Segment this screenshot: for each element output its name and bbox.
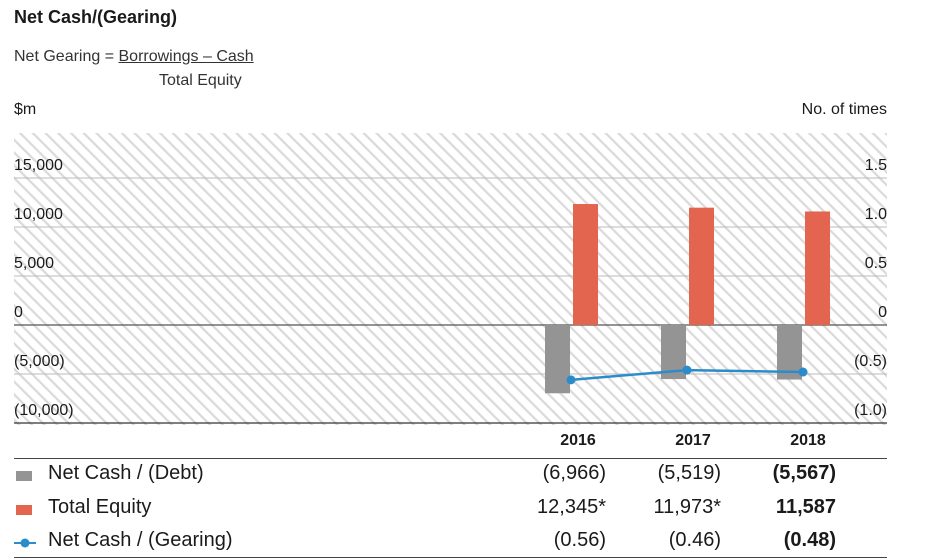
right-tick-label: 0.5 [864,255,887,272]
gearing-point-2016 [566,375,576,385]
left-tick-label: (5,000) [14,353,65,370]
plot-background [14,133,887,425]
net-cash-2017: (5,519) [657,462,721,484]
gearing-point-2018 [798,367,808,377]
formula-lhs: Net Gearing = [14,48,119,65]
formula-numerator: Borrowings – Cash [118,48,254,65]
left-tick-label: 15,000 [14,157,63,174]
table-row-label: Total Equity [48,496,152,518]
net-cash-2018: (5,567) [772,462,836,484]
right-axis-unit: No. of times [801,101,887,118]
formula-numerator-line: Net Gearing = Borrowings – Cash [14,48,254,66]
table-row-label: Net Cash / (Debt) [48,462,204,484]
total-equity-2017: 11,973* [653,496,721,518]
table-row-label: Net Cash / (Gearing) [48,529,233,551]
gearing-2017: (0.46) [668,529,721,551]
total-equity-2018: 11,587 [775,496,836,518]
left-tick-label: 5,000 [14,255,55,272]
total-equity-bar-2017 [689,207,714,325]
right-tick-label: 0 [878,304,887,321]
left-tick-label: 10,000 [14,206,63,223]
chart-title: Net Cash/(Gearing) [14,7,178,27]
left-tick-label: 0 [14,304,23,321]
right-tick-label: 1.0 [864,206,887,223]
formula-denominator: Total Equity [159,72,242,89]
right-tick-label: (1.0) [854,402,887,419]
gearing-legend-marker [14,538,36,548]
right-tick-label: (0.5) [854,353,887,370]
net-cash-bar-2016 [545,325,570,394]
total-equity-bar-2016 [573,204,598,325]
total-equity-bar-2018 [805,211,830,325]
gearing-point-2017 [682,365,692,375]
year-header-2017: 2017 [675,432,711,449]
left-tick-label: (10,000) [14,402,74,419]
table-divider [14,458,887,459]
year-header-2016: 2016 [560,432,596,449]
net-cash-legend-swatch [16,471,32,481]
net-cash-2016: (6,966) [542,462,606,484]
year-header-2018: 2018 [790,432,826,449]
right-tick-label: 1.5 [864,157,887,174]
left-axis-unit: $m [14,101,37,118]
total-equity-legend-swatch [16,505,32,515]
gearing-2016: (0.56) [553,529,606,551]
gearing-2018: (0.48) [783,529,836,551]
total-equity-2016: 12,345* [537,496,606,518]
